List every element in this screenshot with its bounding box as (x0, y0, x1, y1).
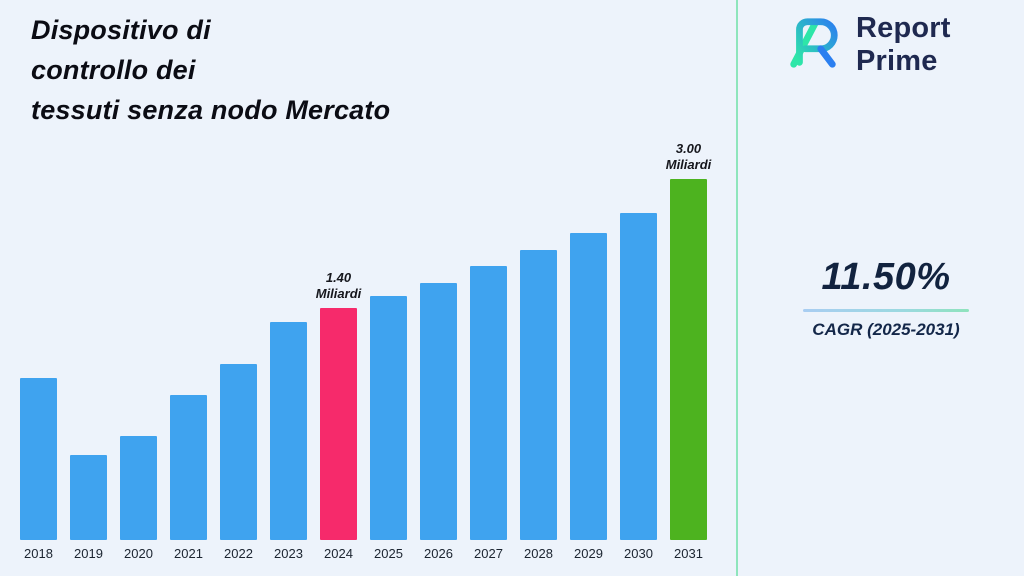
report-prime-logo: Report Prime (782, 12, 951, 78)
bar-2021 (170, 395, 207, 540)
vertical-divider (736, 0, 738, 576)
bar-2022 (220, 364, 257, 540)
x-axis-label-2031: 2031 (674, 546, 703, 561)
bar-2018 (20, 378, 57, 540)
bar-2027 (470, 266, 507, 540)
bar-2030 (620, 213, 657, 540)
logo-text-line2: Prime (856, 45, 938, 77)
x-axis-label-2023: 2023 (274, 546, 303, 561)
page-title-line3: tessuti senza nodo Mercato (31, 95, 391, 125)
report-prime-logo-text: Report Prime (856, 12, 951, 78)
page-title: Dispositivo di controllo dei tessuti sen… (31, 10, 491, 130)
cagr-underline (803, 309, 969, 312)
annotation-line: 3.00 (675, 141, 702, 156)
annotation-line: Miliardi (315, 286, 362, 301)
page-title-line1: Dispositivo di (31, 15, 211, 45)
bar-2023 (270, 322, 307, 540)
bar-2029 (570, 233, 607, 540)
bar-2031 (670, 179, 707, 540)
x-axis-label-2020: 2020 (124, 546, 153, 561)
cagr-value: 11.50% (821, 256, 951, 298)
x-axis-label-2018: 2018 (24, 546, 53, 561)
bar-2020 (120, 436, 157, 540)
bar-2028 (520, 250, 557, 540)
x-axis-label-2021: 2021 (174, 546, 203, 561)
cagr-block: 11.50% CAGR (2025-2031) (770, 256, 1002, 340)
page-title-line2: controllo dei (31, 55, 196, 85)
bar-2026 (420, 283, 457, 540)
bar-2019 (70, 455, 107, 540)
bar-2025 (370, 296, 407, 540)
annotation-line: Miliardi (665, 157, 712, 172)
bar-chart: 2018 2019 2020 2021 2022 2023 2024 2025 2026 2027… (20, 140, 720, 561)
x-axis-label-2028: 2028 (524, 546, 553, 561)
x-axis-label-2029: 2029 (574, 546, 603, 561)
logo-text-line1: Report (856, 12, 951, 44)
x-axis-label-2027: 2027 (474, 546, 503, 561)
x-axis-label-2025: 2025 (374, 546, 403, 561)
x-axis-label-2024: 2024 (324, 546, 353, 561)
x-axis-label-2019: 2019 (74, 546, 103, 561)
value-annotation-2031: 3.00 Miliardi (649, 141, 729, 173)
annotation-line: 1.40 (325, 270, 352, 285)
bar-2024 (320, 308, 357, 540)
value-annotation-2024: 1.40 Miliardi (299, 270, 379, 302)
x-axis-label-2022: 2022 (224, 546, 253, 561)
report-prime-logo-icon (782, 14, 844, 77)
cagr-label: CAGR (2025-2031) (812, 320, 960, 339)
x-axis-label-2030: 2030 (624, 546, 653, 561)
x-axis-label-2026: 2026 (424, 546, 453, 561)
